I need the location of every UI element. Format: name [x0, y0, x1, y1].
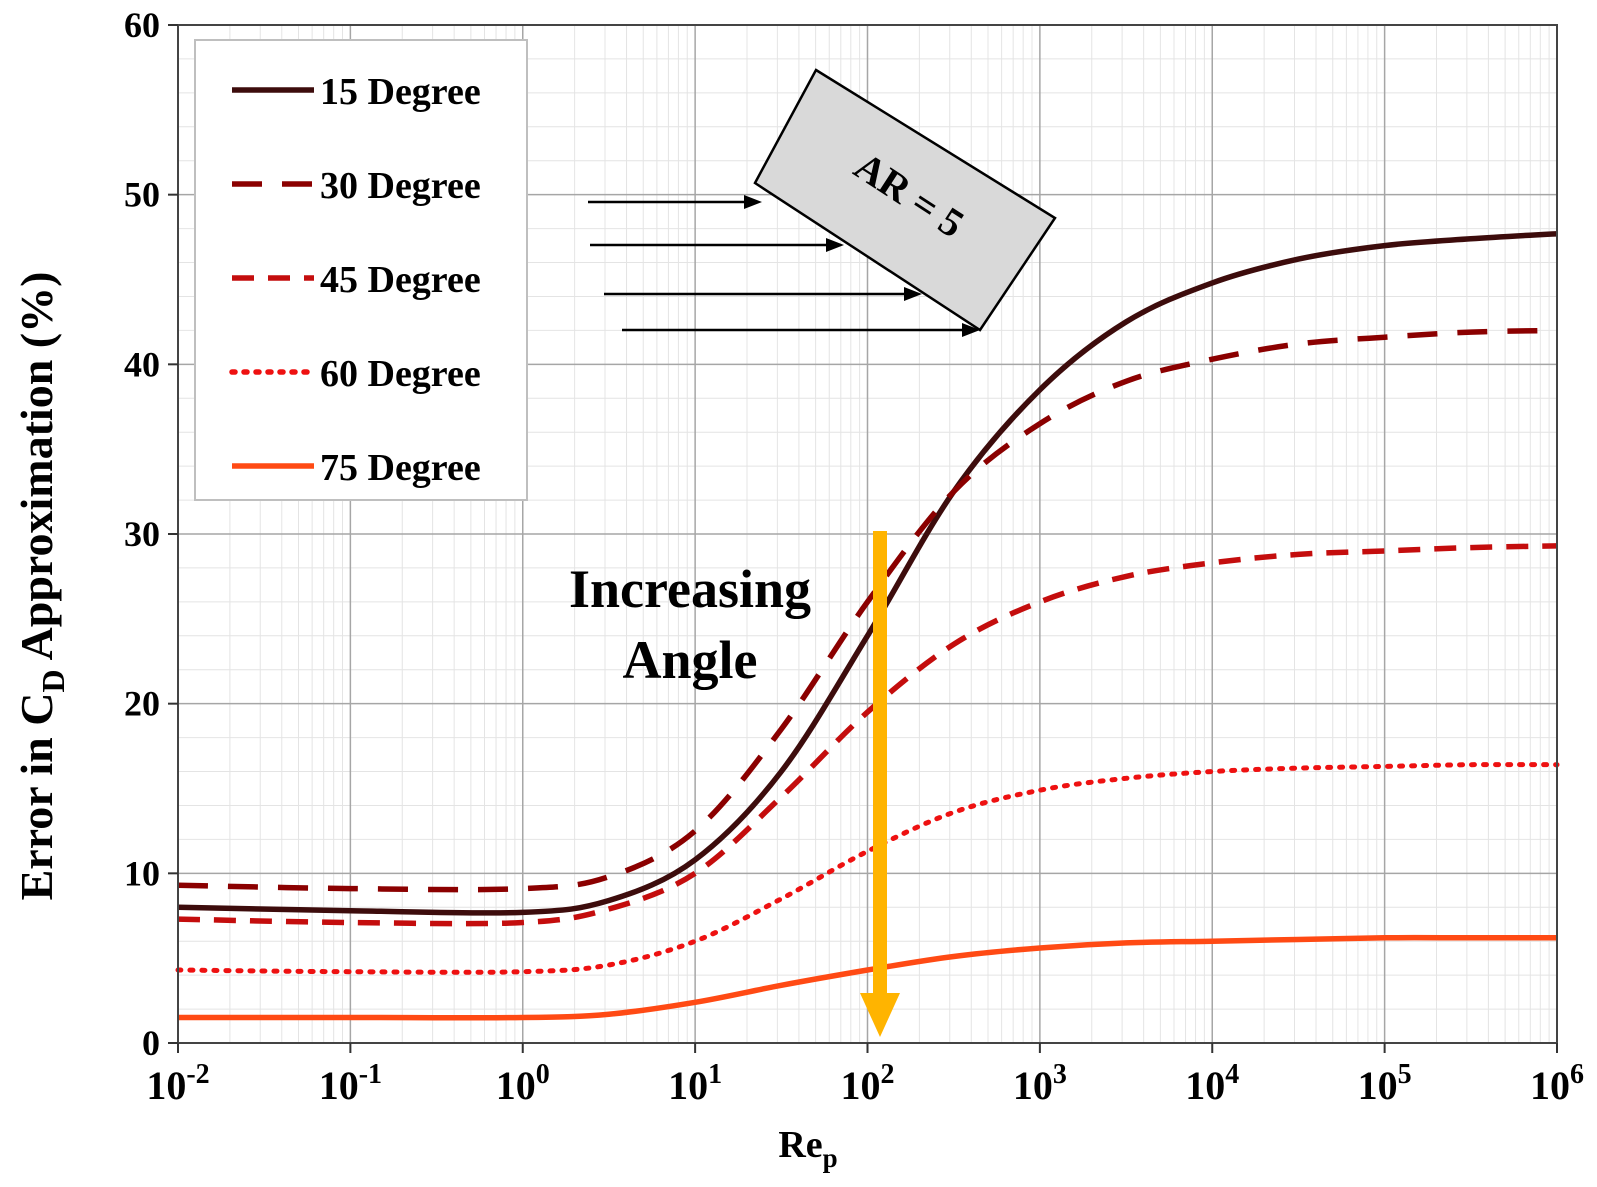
x-tick-label: 10-1: [319, 1059, 382, 1108]
arrow-shaft: [873, 531, 887, 993]
x-tick-label: 103: [1013, 1059, 1067, 1108]
x-tick-label: 106: [1530, 1059, 1584, 1108]
y-tick-label: 10: [124, 853, 160, 893]
x-tick-label: 102: [841, 1059, 895, 1108]
series-line-5: [178, 934, 1557, 1021]
x-tick-label: 101: [668, 1059, 722, 1108]
increasing-label: Increasing: [569, 559, 811, 619]
legend-label: 45 Degree: [320, 259, 481, 301]
angle-label: Angle: [623, 630, 758, 690]
series-line-2: [177, 327, 1558, 893]
series-line-4: [175, 762, 1560, 975]
flow-arrow-head: [904, 287, 922, 301]
plate-diagram: AR = 5: [588, 68, 1057, 337]
y-tick-label: 20: [124, 684, 160, 724]
x-axis-title: Rep: [778, 1124, 837, 1173]
series-line-3: [177, 543, 1558, 927]
flow-arrow-head: [962, 323, 980, 337]
legend-box: [194, 39, 528, 501]
y-tick-label: 60: [124, 5, 160, 45]
y-tick-label: 30: [124, 514, 160, 554]
legend: 15 Degree 30 Degree 45 Degree 60 Degree 75 D…: [194, 39, 528, 501]
flow-arrow-head: [826, 238, 844, 252]
x-tick-label: 105: [1358, 1059, 1412, 1108]
y-tick-label: 0: [142, 1023, 160, 1063]
y-axis: 0 10 20 30 40 50 60: [124, 5, 178, 1063]
legend-label: 75 Degree: [320, 447, 481, 489]
x-tick-label: 104: [1185, 1059, 1239, 1108]
arrow-head: [860, 993, 900, 1037]
x-tick-label: 100: [496, 1059, 550, 1108]
legend-label: 60 Degree: [320, 353, 481, 395]
flow-arrow-head: [744, 195, 762, 209]
plate-box: [753, 68, 1057, 332]
series-line-1: [177, 230, 1558, 916]
y-axis-title: Error in CD Approximation (%): [11, 272, 71, 901]
increasing-angle-arrow: [860, 531, 900, 1037]
legend-label: 30 Degree: [320, 165, 481, 207]
y-tick-label: 40: [124, 344, 160, 384]
series-layer: [175, 230, 1560, 1021]
y-tick-label: 50: [124, 175, 160, 215]
x-tick-label: 10-2: [146, 1059, 209, 1108]
x-axis: 10-2 10-1 100 101 102 103 104 105 106: [146, 1043, 1584, 1108]
legend-label: 15 Degree: [320, 71, 481, 113]
